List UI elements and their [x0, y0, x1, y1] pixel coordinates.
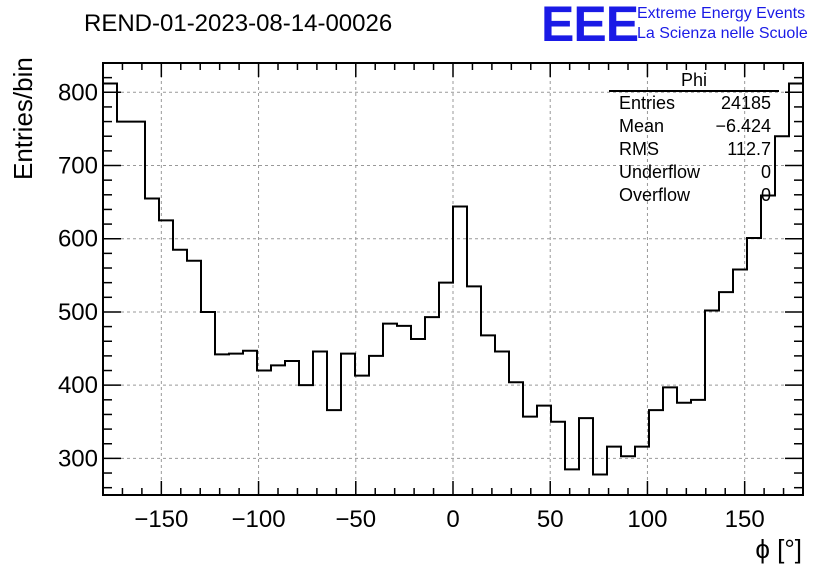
- stats-value: −6.424: [715, 116, 771, 136]
- x-axis-label: ϕ [°]: [755, 534, 802, 564]
- stats-title: Phi: [609, 70, 779, 92]
- grid: [103, 63, 803, 495]
- y-tick-label: 700: [58, 153, 98, 180]
- y-axis: 300 400 500 600 700 800: [58, 62, 803, 489]
- stats-row: Entries 24185: [609, 92, 779, 115]
- y-tick-label: 500: [58, 299, 98, 326]
- stats-label: RMS: [619, 139, 659, 159]
- stats-box: Phi Entries 24185 Mean −6.424 RMS 112.7 …: [609, 70, 779, 207]
- y-tick-label: 400: [58, 372, 98, 399]
- stats-label: Overflow: [619, 185, 691, 205]
- stats-value: 0: [760, 185, 771, 205]
- x-tick-label: 50: [537, 506, 564, 533]
- x-tick-label: −150: [134, 506, 188, 533]
- stats-label: Mean: [619, 116, 665, 136]
- y-axis-label: Entries/bin: [8, 57, 38, 180]
- chart-title: REND-01-2023-08-14-00026: [84, 10, 393, 37]
- logo-line-1: Extreme Energy Events: [637, 5, 806, 22]
- stats-value: 0: [760, 162, 771, 182]
- y-tick-label: 600: [58, 226, 98, 253]
- x-tick-label: 0: [446, 506, 459, 533]
- stats-label: Underflow: [619, 162, 701, 182]
- stats-row: RMS 112.7: [609, 138, 779, 161]
- y-tick-label: 800: [58, 79, 98, 106]
- y-tick-label: 300: [58, 445, 98, 472]
- x-tick-label: 100: [627, 506, 667, 533]
- stats-row: Overflow 0: [609, 184, 779, 207]
- eee-logo: EEE: [541, 0, 639, 52]
- stats-value: 112.7: [727, 139, 771, 159]
- stats-value: 24185: [720, 93, 771, 113]
- stats-label: Entries: [619, 93, 676, 113]
- x-tick-label: −100: [232, 506, 286, 533]
- stats-row: Underflow 0: [609, 161, 779, 184]
- histogram-line: [103, 82, 803, 476]
- stats-row: Mean −6.424: [609, 115, 779, 138]
- x-tick-label: 150: [725, 506, 765, 533]
- logo-line-2: La Scienza nelle Scuole: [637, 25, 808, 42]
- x-axis: −150 −100 −50 0 50 100 150: [102, 63, 804, 533]
- x-tick-label: −50: [335, 506, 376, 533]
